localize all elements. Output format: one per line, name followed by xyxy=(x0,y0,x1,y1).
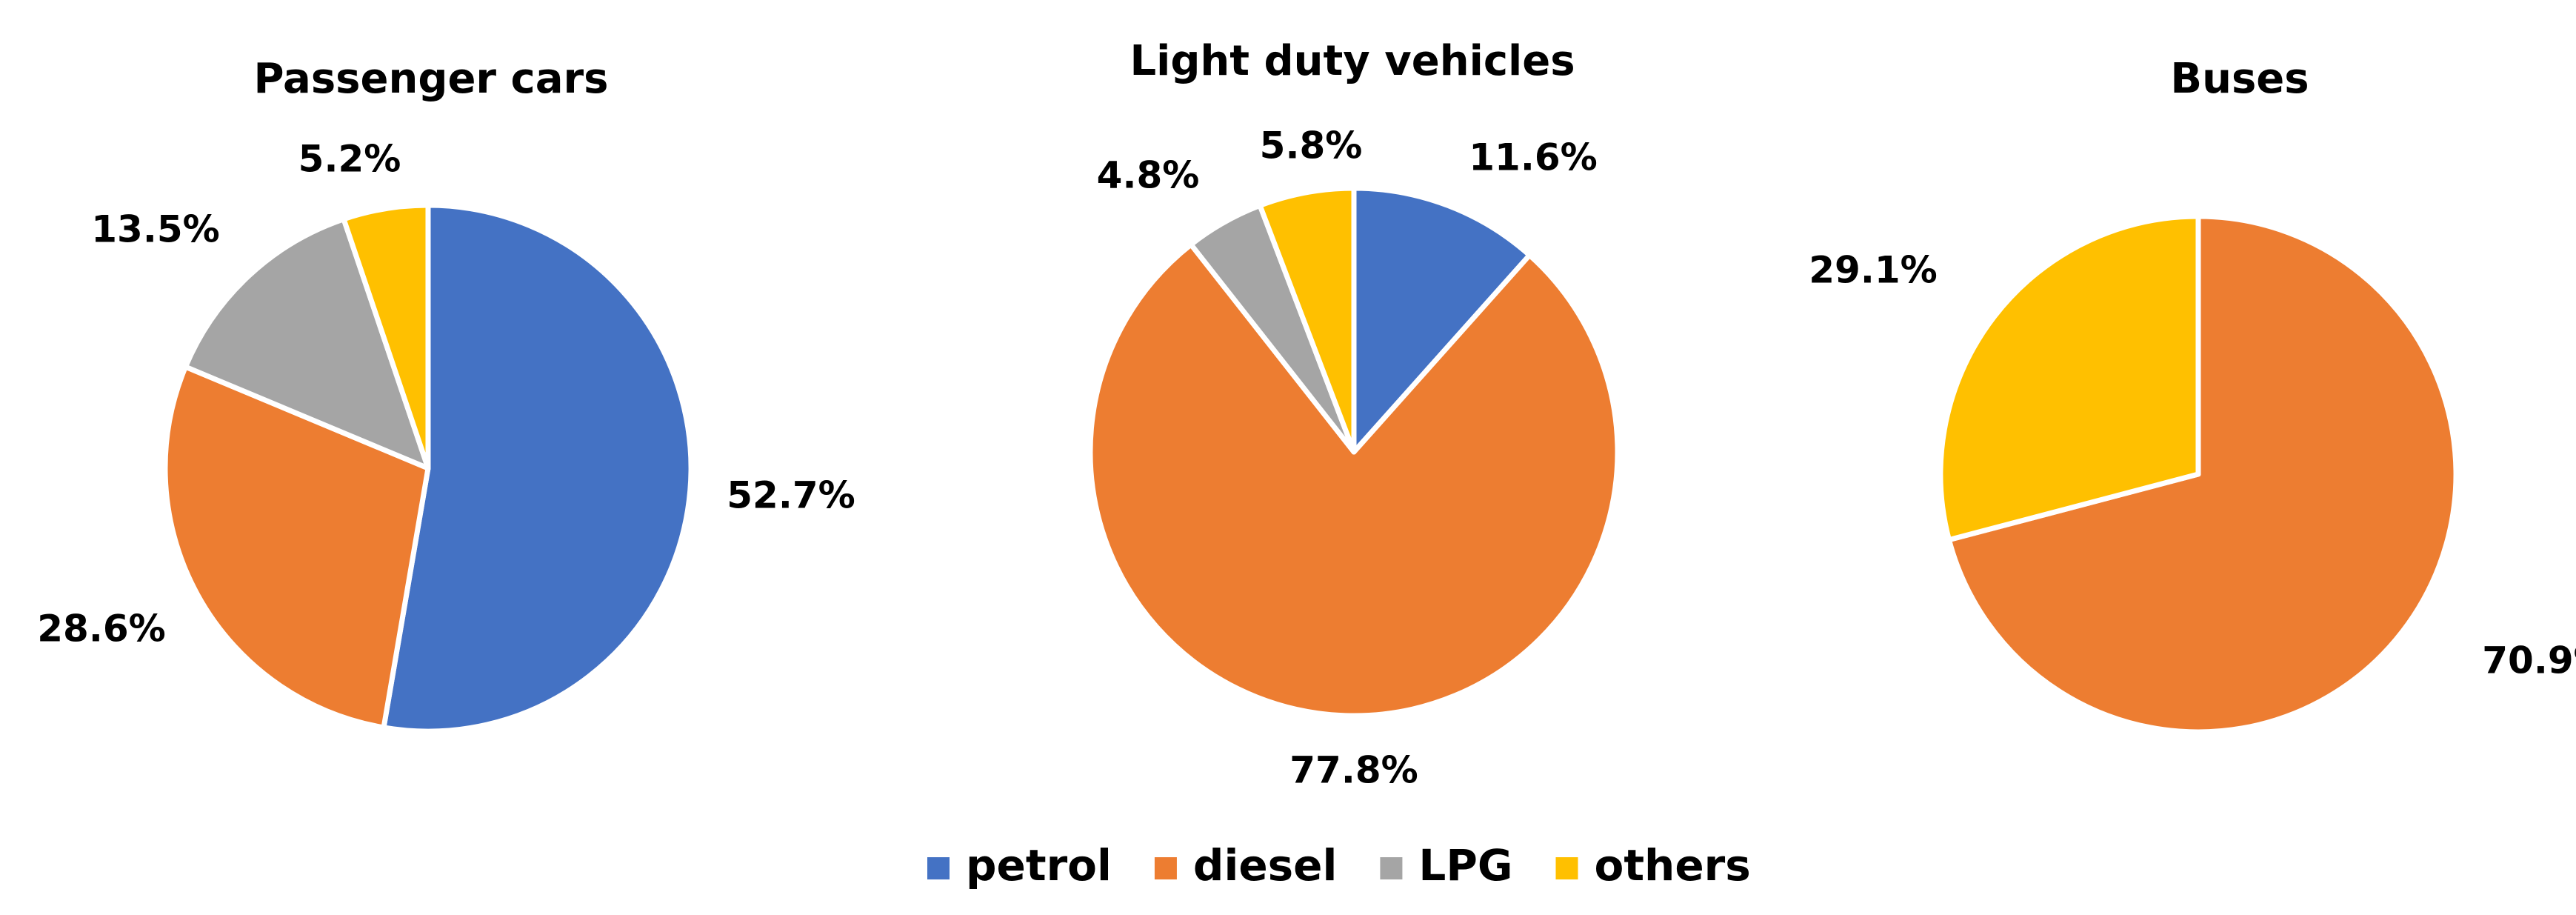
data-label-others: 29.1% xyxy=(1809,249,1937,292)
pie-slice-lpg xyxy=(182,216,431,471)
data-label-others: 5.8% xyxy=(1260,124,1363,167)
pie-chart-light-duty-vehicles: Light duty vehicles 11.6% 77.8% 4.8% 5.8% xyxy=(1087,37,1621,792)
legend: petrol diesel LPG others xyxy=(927,840,1751,891)
legend-marker-others xyxy=(1555,857,1578,879)
data-label-petrol: 11.6% xyxy=(1469,136,1597,179)
pie-slice-others xyxy=(1938,213,2201,543)
legend-item-diesel: diesel xyxy=(1154,840,1337,891)
pie-slice-diesel xyxy=(1946,213,2459,735)
legend-marker-lpg xyxy=(1380,857,1403,879)
pie-slice-petrol xyxy=(1351,185,1532,455)
pie-slice-others xyxy=(341,202,431,471)
data-label-lpg: 4.8% xyxy=(1097,154,1200,197)
chart-title: Passenger cars xyxy=(254,55,609,103)
legend-marker-petrol xyxy=(927,857,950,879)
data-label-diesel: 77.8% xyxy=(1289,749,1418,792)
data-label-petrol: 52.7% xyxy=(727,474,855,517)
chart-title: Buses xyxy=(2170,55,2309,103)
legend-marker-diesel xyxy=(1154,857,1177,879)
pie-slice-diesel xyxy=(1087,242,1621,719)
data-label-others: 5.2% xyxy=(298,138,401,181)
legend-label-diesel: diesel xyxy=(1193,840,1337,891)
chart-title: Light duty vehicles xyxy=(1129,37,1575,85)
data-label-diesel: 70.9% xyxy=(2482,639,2576,682)
legend-label-lpg: LPG xyxy=(1418,840,1512,891)
legend-label-others: others xyxy=(1594,840,1750,891)
pie-chart-buses: Buses 70.9% 29.1% xyxy=(1809,55,2576,735)
legend-item-petrol: petrol xyxy=(927,840,1112,891)
data-label-diesel: 28.6% xyxy=(37,608,165,651)
pie-charts: Passenger cars 52.7% 28.6% 13.5% 5.2% Light d… xyxy=(37,37,2576,791)
legend-label-petrol: petrol xyxy=(966,840,1112,891)
pie-slice-diesel xyxy=(162,364,431,731)
legend-item-lpg: LPG xyxy=(1380,840,1512,891)
pie-slice-others xyxy=(1257,185,1357,455)
legend-item-others: others xyxy=(1555,840,1751,891)
data-label-lpg: 13.5% xyxy=(91,208,219,251)
pie-slice-petrol xyxy=(381,202,694,734)
pie-chart-passenger-cars: Passenger cars 52.7% 28.6% 13.5% 5.2% xyxy=(37,55,855,734)
